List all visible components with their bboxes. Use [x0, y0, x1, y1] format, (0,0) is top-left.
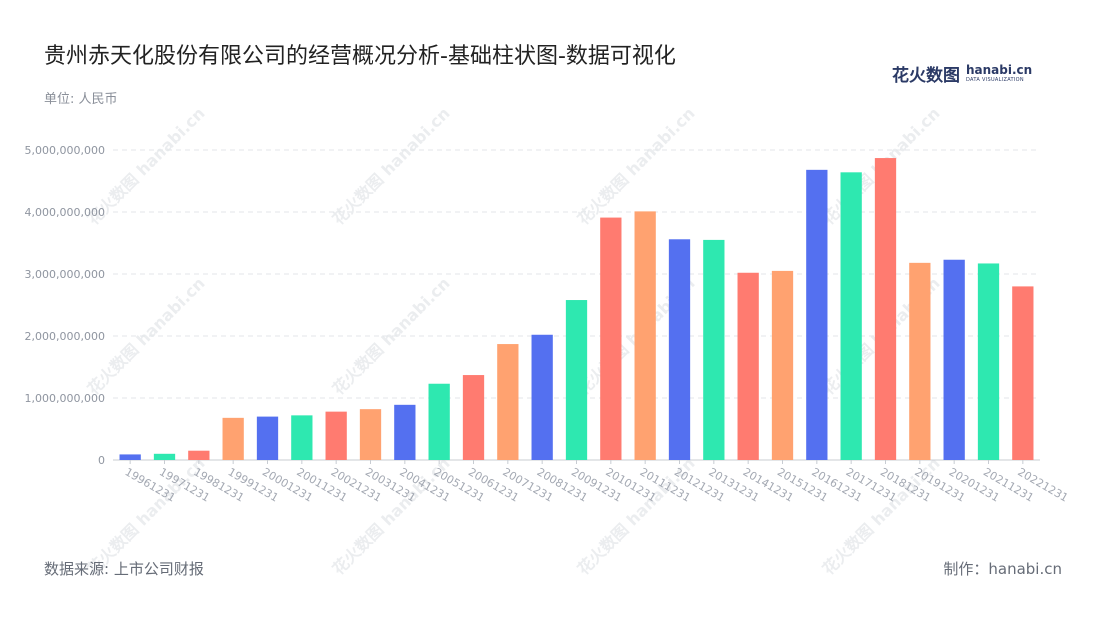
bar-20151231 — [771, 270, 794, 460]
unit-label: 单位: 人民币 — [44, 92, 118, 107]
brand-logo: 花火数图 hanabi.cn DATA VISUALIZATION — [892, 60, 1032, 86]
bar-20111231 — [634, 211, 656, 460]
y-tick-label: 3,000,000,000 — [25, 268, 105, 281]
bar-20171231 — [840, 172, 862, 460]
y-tick-label: 2,000,000,000 — [25, 330, 105, 343]
maker-credit: 制作：hanabi.cn — [943, 560, 1062, 578]
watermark-text: 花火数图 hanabi.cn — [329, 104, 454, 229]
watermark-text: 花火数图 hanabi.cn — [574, 104, 699, 229]
bar-20141231 — [737, 272, 759, 460]
bar-20051231 — [428, 383, 450, 460]
bar-20011231 — [291, 415, 313, 460]
logo-sub-text: DATA VISUALIZATION — [966, 76, 1024, 83]
y-tick-label: 4,000,000,000 — [25, 206, 105, 219]
y-tick-label: 1,000,000,000 — [25, 392, 105, 405]
page-title: 贵州赤天化股份有限公司的经营概况分析-基础柱状图-数据可视化 — [44, 44, 676, 69]
bar-20021231 — [325, 411, 347, 460]
bar-20211231 — [977, 263, 1000, 460]
bar-20201231 — [943, 259, 965, 460]
y-tick-label: 0 — [98, 454, 105, 467]
bar-20221231 — [1012, 286, 1034, 460]
bar-20081231 — [531, 334, 553, 460]
bar-20101231 — [600, 217, 622, 460]
bar-20031231 — [359, 409, 382, 460]
bar-19961231 — [119, 454, 141, 460]
bar-20071231 — [497, 344, 519, 460]
data-source: 数据来源: 上市公司财报 — [44, 560, 204, 578]
bar-19981231 — [188, 450, 210, 460]
bar-20181231 — [874, 158, 897, 460]
bar-20161231 — [806, 169, 828, 460]
bar-20091231 — [565, 300, 588, 460]
bar-20121231 — [668, 239, 691, 460]
bar-19991231 — [222, 417, 244, 460]
bar-20061231 — [462, 375, 485, 460]
logo-en-block: hanabi.cn DATA VISUALIZATION — [966, 64, 1032, 83]
bar-20001231 — [256, 416, 279, 460]
bar-19971231 — [153, 453, 176, 460]
bar-20131231 — [703, 239, 725, 460]
bar-20041231 — [394, 404, 416, 460]
logo-cn-text: 花火数图 — [892, 65, 960, 86]
bar-20191231 — [909, 262, 931, 460]
y-tick-label: 5,000,000,000 — [25, 144, 105, 157]
logo-en-text: hanabi.cn — [966, 62, 1033, 77]
